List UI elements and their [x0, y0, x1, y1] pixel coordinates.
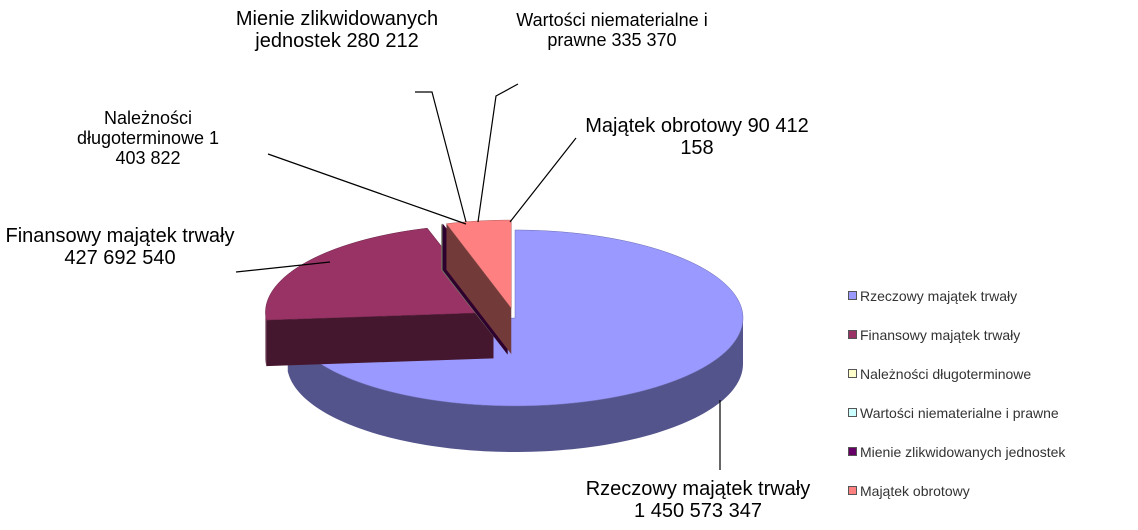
data-label-value: 335 370 [611, 30, 677, 51]
slice-side [287, 318, 743, 452]
slice-side [265, 312, 267, 367]
legend-swatch [848, 369, 857, 378]
legend-label: Majątek obrotowy [860, 483, 970, 499]
legend-swatch [848, 291, 857, 300]
slice [265, 227, 494, 321]
slice-wall [266, 312, 494, 367]
data-label: Należności długoterminowe 1 403 822 [63, 108, 233, 168]
legend-label: Rzeczowy majątek trwały [860, 288, 1018, 304]
data-label-category: Finansowy majątek trwały [5, 225, 235, 247]
data-label: Finansowy majątek trwały 427 692 540 [0, 225, 240, 270]
legend-item: Rzeczowy majątek trwały [848, 288, 1017, 304]
data-label-value: 1 450 573 347 [634, 500, 762, 523]
legend-label: Mienie zlikwidowanych jednostek [860, 444, 1066, 460]
data-label-category: Rzeczowy majątek trwały [585, 478, 811, 500]
legend-item: Wartości niematerialne i prawne [848, 405, 1059, 421]
data-label: Rzeczowy majątek trwały 1 450 573 347 [583, 478, 813, 523]
legend-label: Wartości niematerialne i prawne [860, 405, 1059, 421]
data-label: Wartości niematerialne i prawne 335 370 [512, 10, 712, 50]
leader-line [267, 153, 467, 225]
data-label-value: 280 212 [346, 30, 419, 53]
leader-line [235, 261, 331, 273]
legend-swatch [848, 408, 857, 417]
data-label-value: 90 412 158 [680, 115, 809, 160]
legend-item: Należności długoterminowe [848, 366, 1031, 382]
data-label-category: Należności długoterminowe [76, 108, 205, 149]
data-label: Majątek obrotowy 90 412 158 [577, 115, 817, 160]
legend-item: Mienie zlikwidowanych jednostek [848, 444, 1065, 460]
data-label-category: Majątek obrotowy [585, 115, 742, 137]
data-label-category: Wartości niematerialne i prawne [516, 10, 708, 51]
data-label: Mienie zlikwidowanych jednostek 280 212 [230, 8, 444, 53]
legend-swatch [848, 330, 857, 339]
legend-item: Majątek obrotowy [848, 483, 970, 499]
data-label-value: 1 403 822 [115, 128, 220, 169]
slice-wall [446, 223, 512, 355]
legend-label: Należności długoterminowe [860, 366, 1032, 382]
legend-label: Finansowy majątek trwały [860, 327, 1021, 343]
leader-line [509, 137, 577, 223]
legend-swatch [848, 447, 857, 456]
data-label-category: Mienie zlikwidowanych jednostek [235, 8, 439, 53]
leader-line [415, 91, 467, 223]
leader-line [477, 83, 519, 223]
data-label-value: 427 692 540 [64, 247, 176, 270]
slice [287, 229, 744, 407]
legend-item: Finansowy majątek trwały [848, 327, 1020, 343]
legend-swatch [848, 486, 857, 495]
